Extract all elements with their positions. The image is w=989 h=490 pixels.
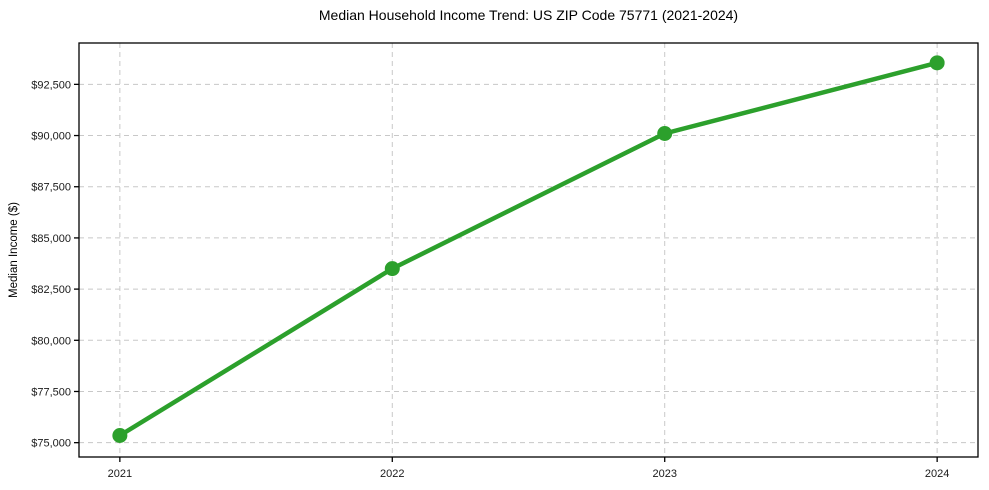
- x-tick-label: 2024: [925, 468, 949, 480]
- plot-border: [78, 42, 979, 458]
- y-tick-label: $75,000: [31, 438, 71, 450]
- x-tick-label: 2021: [108, 468, 132, 480]
- y-tick-label: $92,500: [31, 79, 71, 91]
- y-tick-label: $77,500: [31, 386, 71, 398]
- y-tick-label: $82,500: [31, 284, 71, 296]
- trend-line: [117, 60, 940, 438]
- y-tick-label: $80,000: [31, 335, 71, 347]
- data-point-2024: [929, 55, 945, 71]
- data-point-2022: [384, 261, 400, 277]
- x-tick-label: 2023: [652, 468, 676, 480]
- data-point-2021: [112, 428, 128, 444]
- y-tick-label: $85,000: [31, 233, 71, 245]
- chart-title: Median Household Income Trend: US ZIP Co…: [318, 7, 739, 23]
- y-tick-label: $87,500: [31, 182, 71, 194]
- x-tick-label: 2022: [380, 468, 404, 480]
- data-point-2023: [657, 125, 673, 141]
- y-tick-label: $90,000: [31, 131, 71, 143]
